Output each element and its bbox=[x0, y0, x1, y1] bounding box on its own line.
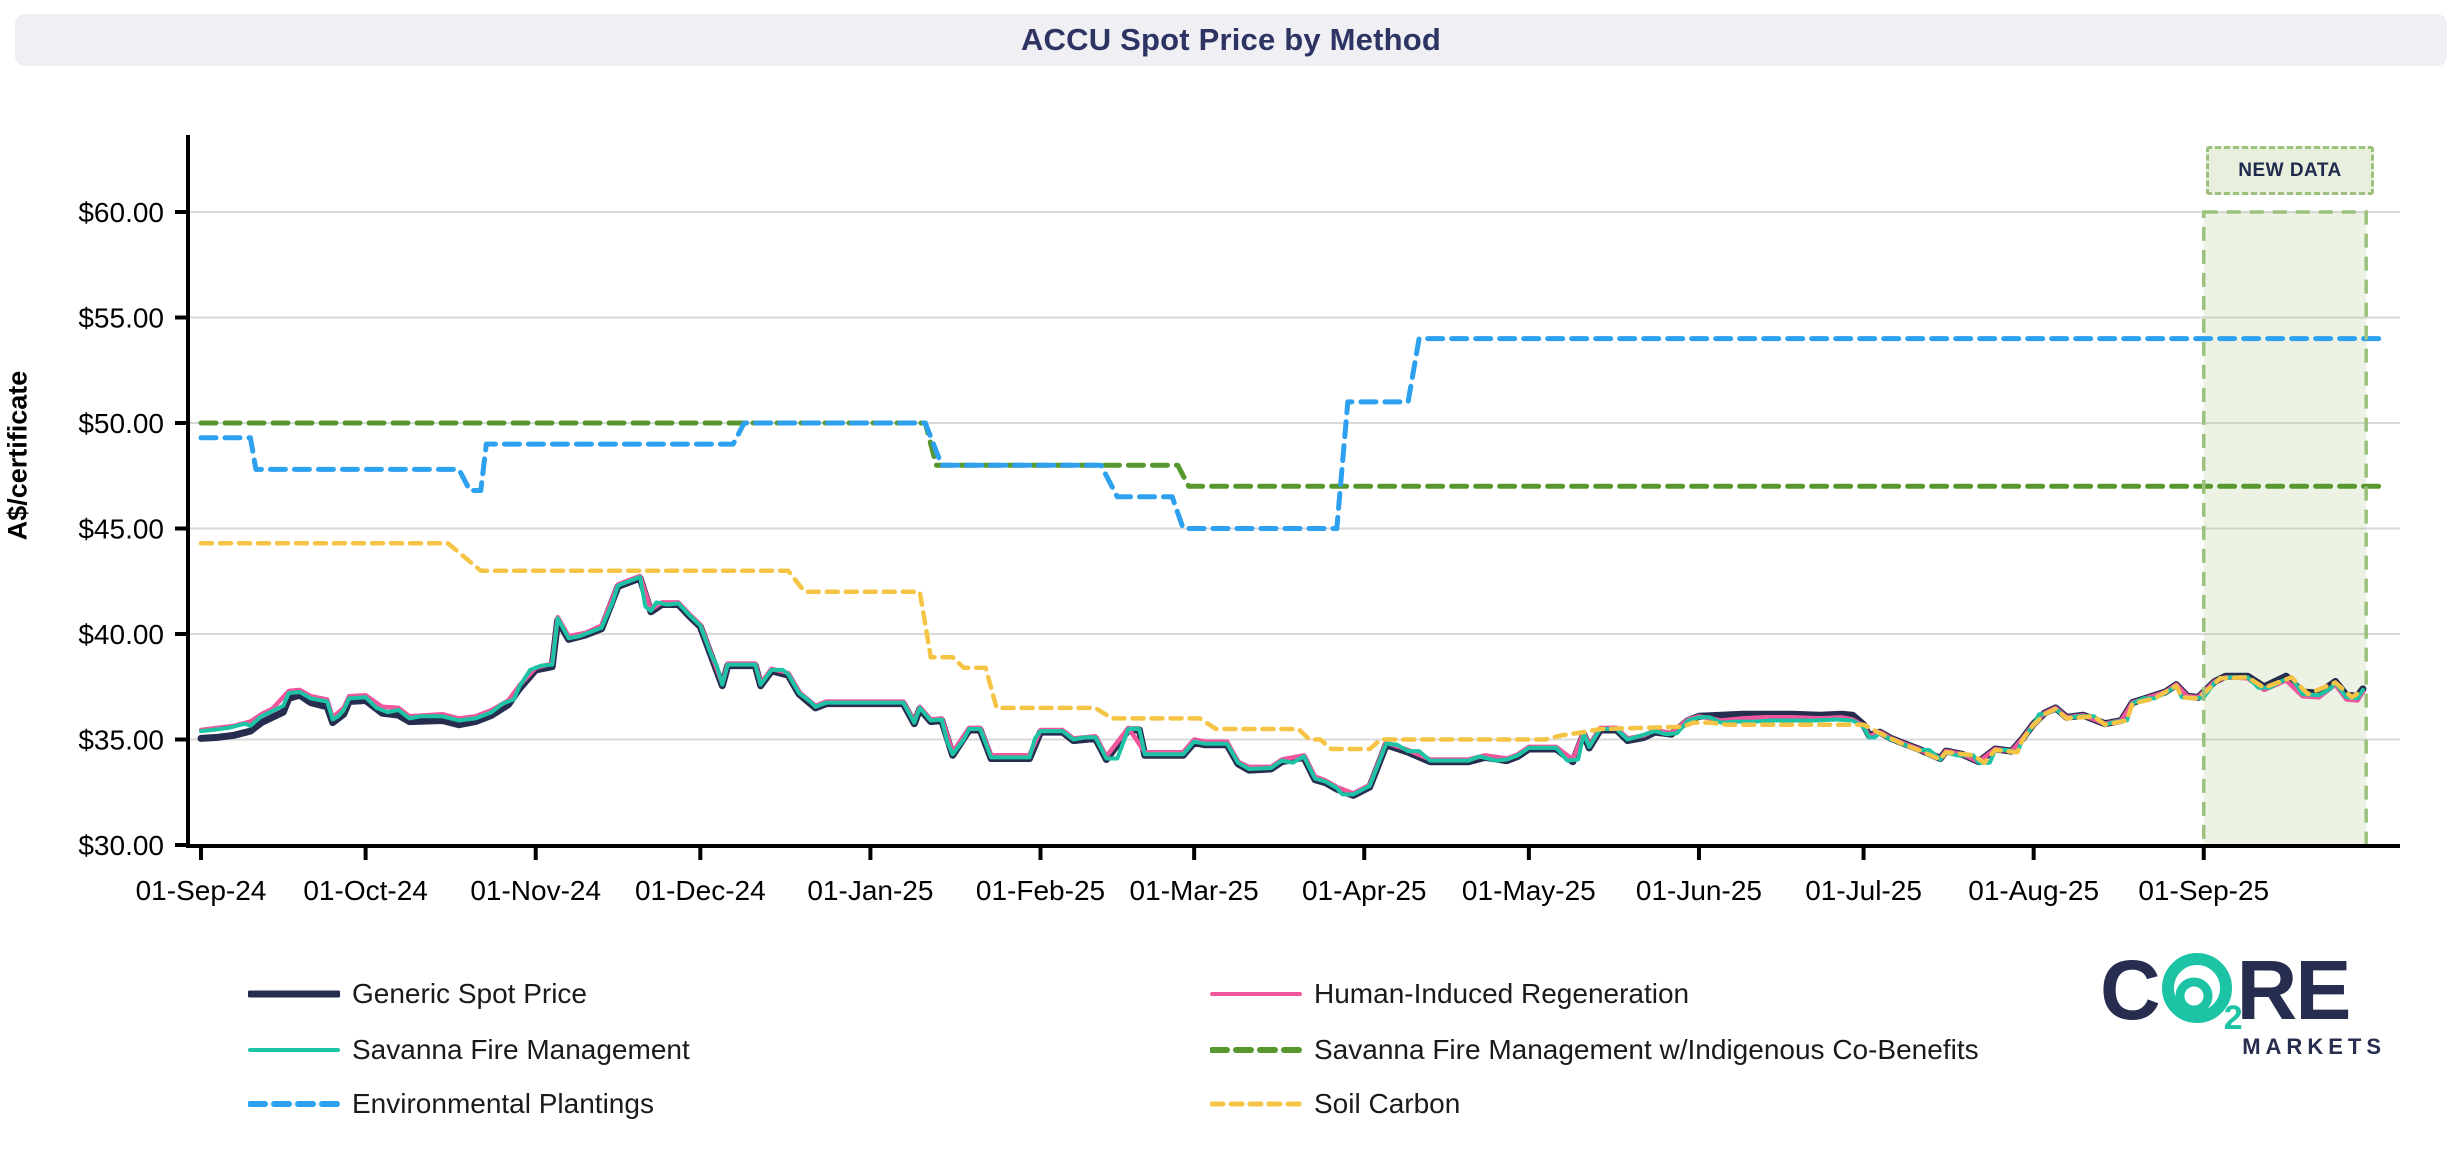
series-ep bbox=[198, 336, 2388, 531]
legend-label-soil: Soil Carbon bbox=[1314, 1088, 1461, 1119]
y-tick-label: $30.00 bbox=[78, 830, 164, 861]
x-tick-label: 01-Sep-24 bbox=[136, 875, 267, 906]
legend-item-ep: Environmental Plantings bbox=[248, 1084, 654, 1124]
legend-label-icb: Savanna Fire Management w/Indigenous Co-… bbox=[1314, 1034, 1979, 1065]
y-tick-label: $55.00 bbox=[78, 303, 164, 334]
x-tick-label: 01-Mar-25 bbox=[1130, 875, 1259, 906]
legend-label-ep: Environmental Plantings bbox=[352, 1088, 654, 1119]
x-tick-label: 01-May-25 bbox=[1462, 875, 1596, 906]
x-tick-label: 01-Aug-25 bbox=[1968, 875, 2099, 906]
chart-title: ACCU Spot Price by Method bbox=[1020, 22, 1442, 57]
logo-markets-text: MARKETS bbox=[2242, 1034, 2386, 1059]
y-tick-label: $50.00 bbox=[78, 408, 164, 439]
x-tick-label: 01-Jun-25 bbox=[1636, 875, 1762, 906]
y-axis-title: A$/certificate bbox=[2, 370, 33, 541]
legend-label-generic: Generic Spot Price bbox=[352, 978, 587, 1009]
legend: Generic Spot Price Savanna Fire Managemen… bbox=[0, 958, 2080, 1128]
legend-swatch-solid bbox=[248, 990, 340, 998]
series-icb bbox=[198, 420, 2388, 489]
legend-swatch-solid bbox=[248, 1048, 340, 1052]
x-tick-label: 01-Jul-25 bbox=[1805, 875, 1922, 906]
legend-swatch-dashed-short bbox=[1210, 1101, 1302, 1107]
x-tick-label: 01-Dec-24 bbox=[635, 875, 766, 906]
core-markets-logo: C 2 RE MARKETS bbox=[2100, 948, 2390, 1078]
new-data-label: NEW DATA bbox=[2238, 159, 2342, 181]
x-tick-label: 01-Sep-25 bbox=[2138, 875, 2269, 906]
legend-label-hir: Human-Induced Regeneration bbox=[1314, 978, 1690, 1009]
x-tick-label: 01-Oct-24 bbox=[303, 875, 428, 906]
legend-swatch-dashed bbox=[1210, 1047, 1302, 1053]
y-tick-label: $40.00 bbox=[78, 619, 164, 650]
x-tick-label: 01-Nov-24 bbox=[470, 875, 601, 906]
logo-letter-c: C bbox=[2100, 943, 2161, 1037]
logo-co2-icon: 2 bbox=[2161, 950, 2243, 1037]
x-tick-label: 01-Apr-25 bbox=[1302, 875, 1427, 906]
x-tick-label: 01-Feb-25 bbox=[976, 875, 1105, 906]
logo-letters-re: RE bbox=[2236, 943, 2352, 1037]
new-data-badge: NEW DATA bbox=[2206, 146, 2374, 195]
logo-subscript-2: 2 bbox=[2223, 999, 2243, 1037]
series-sfm bbox=[199, 575, 2365, 797]
new-data-region bbox=[2203, 212, 2367, 846]
series-soil bbox=[198, 541, 2366, 765]
y-tick-label: $35.00 bbox=[78, 725, 164, 756]
legend-item-generic: Generic Spot Price bbox=[248, 974, 587, 1014]
logo-wordmark: C 2 RE bbox=[2100, 943, 2390, 1037]
legend-item-soil: Soil Carbon bbox=[1210, 1084, 1460, 1124]
title-bar: ACCU Spot Price by Method bbox=[15, 14, 2447, 66]
legend-swatch-solid bbox=[1210, 992, 1302, 996]
legend-item-sfm: Savanna Fire Management bbox=[248, 1030, 690, 1070]
y-tick-label: $45.00 bbox=[78, 514, 164, 545]
x-tick-label: 01-Jan-25 bbox=[807, 875, 933, 906]
y-tick-label: $60.00 bbox=[78, 197, 164, 228]
legend-swatch-dashed bbox=[248, 1101, 340, 1107]
legend-item-hir: Human-Induced Regeneration bbox=[1210, 974, 1689, 1014]
legend-item-icb: Savanna Fire Management w/Indigenous Co-… bbox=[1210, 1030, 1979, 1070]
legend-label-sfm: Savanna Fire Management bbox=[352, 1034, 690, 1065]
